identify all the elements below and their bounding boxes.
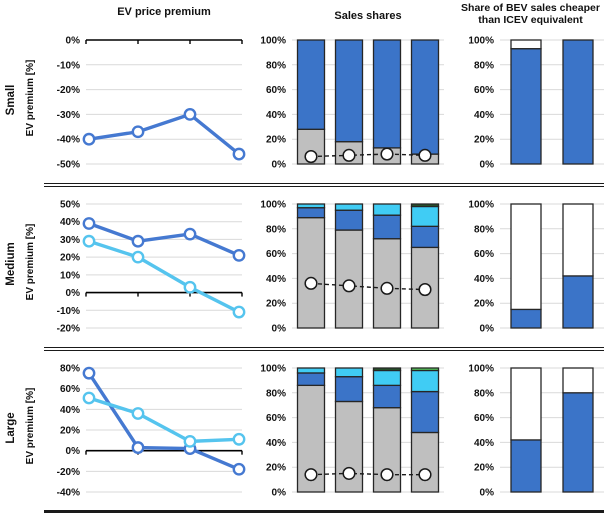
svg-text:100%: 100%	[260, 364, 286, 375]
chart-medium-sales-shares: 0% 20% 40% 60% 80% 100%	[260, 200, 444, 335]
svg-text:40%: 40%	[474, 110, 494, 121]
svg-text:0%: 0%	[272, 488, 287, 499]
svg-text:20%: 20%	[474, 463, 494, 474]
row-separator	[44, 183, 604, 187]
svg-text:0%: 0%	[272, 324, 287, 335]
svg-text:50%: 50%	[60, 200, 80, 211]
svg-text:60%: 60%	[266, 85, 286, 96]
col3-title-line1: Share of BEV sales cheaper	[461, 2, 600, 14]
svg-text:80%: 80%	[474, 60, 494, 71]
svg-text:80%: 80%	[266, 224, 286, 235]
svg-text:20%: 20%	[266, 463, 286, 474]
svg-text:-10%: -10%	[57, 306, 80, 317]
svg-text:80%: 80%	[266, 388, 286, 399]
svg-text:80%: 80%	[474, 388, 494, 399]
chart-medium-ev-price-premium: 50% 40% 30% 20% 10% 0% -10% -20%	[57, 200, 246, 335]
svg-text:40%: 40%	[60, 405, 80, 416]
svg-text:100%: 100%	[468, 200, 494, 211]
svg-text:20%: 20%	[266, 299, 286, 310]
svg-text:60%: 60%	[266, 249, 286, 260]
svg-text:40%: 40%	[474, 274, 494, 285]
svg-text:100%: 100%	[468, 36, 494, 47]
col2-title: Sales shares	[334, 10, 402, 22]
svg-text:20%: 20%	[474, 299, 494, 310]
svg-text:20%: 20%	[60, 253, 80, 264]
svg-text:-20%: -20%	[57, 324, 80, 335]
svg-text:30%: 30%	[60, 235, 80, 246]
svg-text:100%: 100%	[260, 200, 286, 211]
chart-small-bev-cheaper-share: 0% 20% 40% 60% 80% 100%	[468, 36, 604, 171]
chart-small-sales-shares: 0% 20% 40% 60% 80% 100%	[260, 36, 444, 171]
svg-text:60%: 60%	[474, 249, 494, 260]
svg-text:100%: 100%	[468, 364, 494, 375]
svg-text:20%: 20%	[474, 135, 494, 146]
svg-text:40%: 40%	[266, 110, 286, 121]
row-label-medium: Medium	[5, 242, 17, 286]
svg-text:-40%: -40%	[57, 135, 80, 146]
svg-text:60%: 60%	[60, 384, 80, 395]
svg-text:10%: 10%	[60, 270, 80, 281]
row-separator	[44, 347, 604, 351]
svg-text:0%: 0%	[66, 288, 81, 299]
svg-text:60%: 60%	[266, 413, 286, 424]
svg-text:80%: 80%	[266, 60, 286, 71]
svg-text:-40%: -40%	[57, 488, 80, 499]
col1-title: EV price premium	[117, 6, 211, 18]
col3-title: Share of BEV sales cheaper than ICEV equ…	[450, 2, 611, 27]
svg-text:0%: 0%	[66, 446, 81, 457]
row-label-large: Large	[5, 412, 17, 444]
svg-text:20%: 20%	[60, 426, 80, 437]
chart-small-ev-price-premium: 0% -10% -20% -30% -40% -50%	[57, 36, 246, 171]
svg-text:0%: 0%	[272, 160, 287, 171]
svg-text:0%: 0%	[480, 488, 495, 499]
svg-text:0%: 0%	[480, 160, 495, 171]
svg-text:80%: 80%	[474, 224, 494, 235]
svg-text:0%: 0%	[480, 324, 495, 335]
bottom-rule	[44, 510, 604, 513]
svg-text:20%: 20%	[266, 135, 286, 146]
svg-text:-30%: -30%	[57, 110, 80, 121]
svg-text:60%: 60%	[474, 85, 494, 96]
svg-text:40%: 40%	[266, 438, 286, 449]
svg-text:-10%: -10%	[57, 60, 80, 71]
svg-text:40%: 40%	[266, 274, 286, 285]
svg-text:0%: 0%	[66, 36, 81, 47]
chart-large-ev-price-premium: 80% 60% 40% 20% 0% -20% -40%	[57, 364, 246, 499]
svg-text:40%: 40%	[60, 217, 80, 228]
col3-title-line2: than ICEV equivalent	[478, 14, 583, 27]
chart-medium-bev-cheaper-share: 0% 20% 40% 60% 80% 100%	[468, 200, 604, 335]
svg-text:100%: 100%	[260, 36, 286, 47]
svg-text:-20%: -20%	[57, 85, 80, 96]
svg-text:60%: 60%	[474, 413, 494, 424]
svg-text:-50%: -50%	[57, 160, 80, 171]
chart-large-sales-shares: 0% 20% 40% 60% 80% 100%	[260, 364, 444, 499]
row-label-small: Small	[5, 84, 17, 116]
svg-text:-20%: -20%	[57, 467, 80, 478]
svg-text:80%: 80%	[60, 364, 80, 375]
svg-text:40%: 40%	[474, 438, 494, 449]
chart-large-bev-cheaper-share: 0% 20% 40% 60% 80% 100%	[468, 364, 604, 499]
